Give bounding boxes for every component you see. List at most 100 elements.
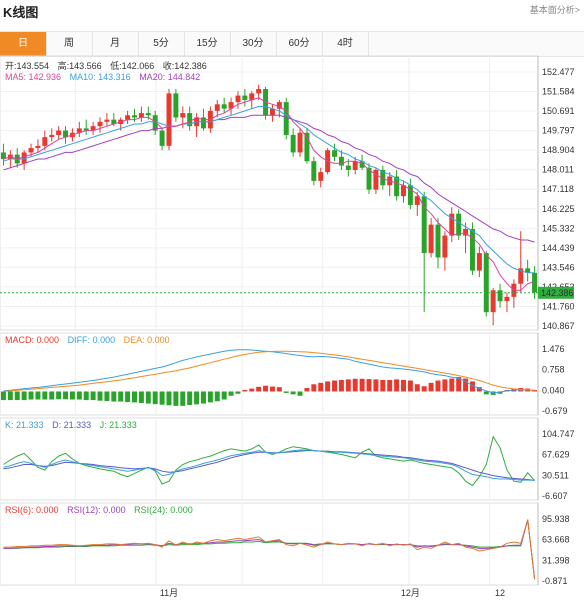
- candle-body-64: [442, 235, 448, 258]
- diff-value: 0.000: [92, 335, 116, 345]
- ohlc-legend: 开:143.554 高:143.566 低:142.066 收:142.386: [5, 59, 207, 72]
- candle-body-68: [469, 229, 475, 271]
- rsi-tick-2: 31.398: [542, 555, 570, 565]
- candle-body-67: [463, 229, 469, 236]
- kdj-tick-3: -6.607: [542, 491, 568, 501]
- candle-body-31: [214, 104, 220, 111]
- tab-3[interactable]: 5分: [138, 32, 185, 56]
- tab-2[interactable]: 月: [92, 32, 139, 56]
- price-tick-6: 147.118: [542, 184, 574, 194]
- candle-body-65: [449, 213, 455, 236]
- rsi12-label: RSI(12):: [67, 505, 101, 515]
- open-value: 143.554: [16, 61, 50, 71]
- macd-bar-61: [421, 386, 427, 392]
- macd-bar-13: [90, 391, 96, 401]
- macd-bar-14: [97, 391, 103, 401]
- macd-bar-3: [21, 391, 27, 401]
- dea-label: DEA:: [123, 335, 145, 345]
- candle-body-62: [428, 224, 434, 254]
- candle-body-39: [269, 108, 275, 116]
- macd-bar-50: [345, 379, 351, 392]
- macd-bar-16: [111, 391, 117, 402]
- kdj-tick-1: 67.629: [542, 450, 570, 460]
- diff-label: DIFF:: [67, 335, 91, 345]
- macd-bar-9: [63, 391, 69, 400]
- tab-7[interactable]: 4时: [322, 32, 369, 56]
- macd-bar-57: [394, 379, 400, 392]
- candle-body-55: [380, 169, 386, 186]
- candle-body-40: [276, 102, 282, 109]
- ma10-line: [3, 106, 535, 274]
- macd-bar-45: [311, 384, 317, 392]
- macd-bar-40: [276, 387, 282, 392]
- macd-bar-17: [118, 391, 124, 402]
- candle-body-19: [132, 115, 137, 118]
- x-label-1: 12月: [401, 588, 420, 598]
- k-label: K:: [5, 420, 14, 430]
- candle-body-26: [180, 113, 186, 118]
- tab-0[interactable]: 日: [0, 32, 47, 56]
- ma20-label: MA20:: [139, 72, 166, 82]
- macd-tick-1: 0.758: [542, 365, 565, 375]
- panel-frame-2: [0, 417, 539, 501]
- rsi24-label: RSI(24):: [134, 505, 168, 515]
- price-tick-2: 150.691: [542, 106, 575, 116]
- candle-body-6: [42, 137, 48, 146]
- macd-bar-70: [483, 391, 489, 395]
- price-tick-5: 148.011: [542, 165, 574, 175]
- candle-body-8: [56, 130, 62, 135]
- k-value: 21.333: [16, 420, 44, 430]
- candle-body-76: [525, 268, 531, 273]
- macd-bar-53: [366, 379, 372, 392]
- ma-legend: MA5: 142.936 MA10: 143.316 MA20: 144.842: [5, 72, 200, 82]
- rsi-tick-1: 63.668: [542, 535, 570, 545]
- candle-body-3: [21, 152, 27, 164]
- candle-body-48: [332, 150, 338, 157]
- rsi12-value: 0.000: [103, 505, 126, 515]
- rsi-tick-0: 95.938: [542, 514, 570, 524]
- macd-bar-10: [69, 391, 75, 400]
- macd-bar-11: [76, 391, 82, 400]
- macd-bar-42: [290, 391, 296, 395]
- candle-body-20: [138, 113, 144, 118]
- macd-tick-2: 0.040: [542, 385, 565, 395]
- macd-bar-30: [207, 391, 213, 403]
- macd-bar-48: [332, 380, 338, 392]
- rsi-tick-3: -0.871: [542, 576, 568, 586]
- macd-bar-64: [442, 379, 448, 392]
- j-line: [3, 435, 535, 487]
- candle-body-15: [104, 119, 110, 122]
- candle-body-37: [256, 88, 262, 94]
- candle-body-46: [318, 172, 324, 181]
- macd-bar-32: [221, 391, 227, 400]
- macd-bar-54: [373, 379, 379, 392]
- candle-body-63: [435, 224, 441, 258]
- macd-bar-6: [42, 391, 48, 400]
- macd-bar-2: [14, 391, 20, 401]
- tab-5[interactable]: 30分: [230, 32, 277, 56]
- candle-body-45: [311, 161, 317, 181]
- close-value: 142.386: [174, 61, 207, 71]
- ma10-label: MA10:: [69, 72, 96, 82]
- fundamental-analysis-link[interactable]: 基本面分析>: [529, 5, 580, 15]
- diff-line: [3, 349, 535, 394]
- candle-body-24: [166, 93, 172, 146]
- price-tick-1: 151.584: [542, 87, 575, 97]
- candle-body-41: [283, 102, 289, 135]
- macd-value: 0.000: [36, 335, 60, 345]
- tab-4[interactable]: 15分: [184, 32, 231, 56]
- candle-body-51: [352, 161, 358, 170]
- candle-body-77: [532, 272, 538, 293]
- candle-body-35: [242, 95, 248, 100]
- high-label: 高:: [57, 61, 70, 71]
- candle-body-9: [63, 130, 69, 138]
- tab-6[interactable]: 60分: [276, 32, 323, 56]
- kdj-legend: K: 21.333 D: 21.333 J: 21.333: [5, 420, 137, 430]
- candle-body-22: [152, 115, 158, 131]
- macd-bar-69: [476, 387, 482, 392]
- macd-bar-55: [380, 379, 386, 392]
- macd-bar-62: [428, 382, 434, 392]
- candle-body-14: [97, 121, 103, 127]
- tab-1[interactable]: 周: [46, 32, 93, 56]
- price-tick-9: 144.439: [542, 243, 575, 253]
